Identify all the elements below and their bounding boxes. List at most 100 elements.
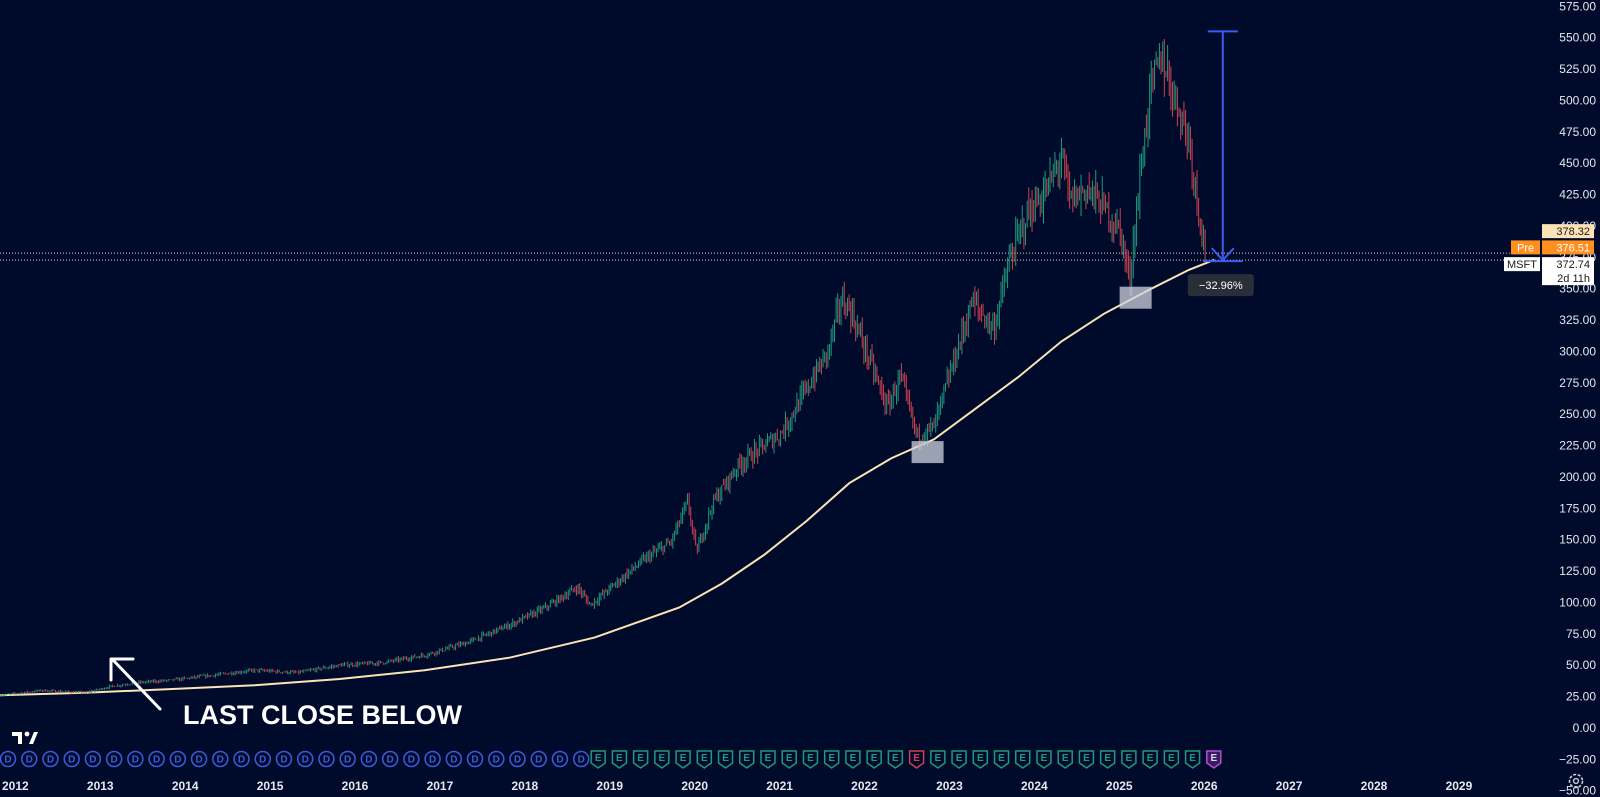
settings-gear-icon[interactable] [1566,771,1586,791]
dividend-marker[interactable] [105,750,123,768]
dividend-marker[interactable] [360,750,378,768]
dividend-marker[interactable] [20,750,38,768]
earnings-marker[interactable] [823,750,840,769]
dividend-marker[interactable] [509,750,526,768]
earnings-marker[interactable] [887,750,904,769]
y-tick-label: 50.00 [1566,658,1596,672]
earnings-marker[interactable] [1142,750,1158,769]
earnings-marker[interactable] [611,750,628,769]
highlight-boxes [911,286,1152,464]
dividend-marker-label: D [471,755,478,766]
earnings-marker[interactable] [1099,750,1116,769]
earnings-marker-label: E [1189,753,1196,764]
moving-average-layer [0,258,1215,697]
earnings-marker[interactable] [675,750,691,769]
earnings-marker[interactable] [908,750,925,769]
dividend-marker[interactable] [42,750,59,768]
dividend-marker[interactable] [169,750,187,768]
earnings-marker[interactable] [1184,750,1201,769]
dividend-marker[interactable] [551,750,569,768]
earnings-marker[interactable] [1015,750,1031,769]
dividend-marker[interactable] [63,750,80,768]
dividend-marker[interactable] [148,750,165,768]
x-tick-label: 2025 [1106,779,1133,793]
x-tick-label: 2024 [1021,779,1048,793]
y-axis[interactable]: 575.00 550.00 525.00 500.00 475.00 450.00 425.… [1559,0,1596,797]
earnings-marker[interactable] [781,750,797,769]
dividend-marker-label: D [68,755,75,766]
moving-average-line [0,258,1215,697]
earnings-marker[interactable] [696,750,713,769]
dividend-marker-label: D [578,755,585,766]
dividend-marker[interactable] [296,750,314,768]
earnings-marker-label: E [786,753,793,764]
y-tick-label: 500.00 [1559,93,1596,107]
earnings-marker[interactable] [930,750,946,769]
dividend-marker-label: D [195,755,202,766]
earnings-marker[interactable] [1057,750,1073,769]
earnings-marker[interactable] [866,750,882,769]
dividend-marker[interactable] [254,750,271,768]
earnings-marker[interactable] [1036,750,1052,769]
dividend-marker[interactable] [127,750,144,768]
earnings-marker-label: E [1104,753,1111,764]
measure-tool[interactable]: −32.96% [1187,30,1254,297]
earnings-marker[interactable] [845,750,861,769]
earnings-marker-label: E [701,753,708,764]
y-tick-label: 200.00 [1559,470,1596,484]
earnings-marker[interactable] [632,750,649,769]
dividend-marker[interactable] [190,750,208,768]
earnings-marker-label: E [1041,753,1048,764]
earnings-marker[interactable] [590,750,606,769]
price-tag [1542,240,1594,255]
dividend-marker[interactable] [445,750,463,768]
x-tick-label: 2012 [2,779,29,793]
earnings-marker[interactable] [951,750,967,769]
earnings-marker-label: E [1062,753,1069,764]
annotation-text: LAST CLOSE BELOW [183,700,463,730]
dividend-marker[interactable] [84,750,102,768]
dividend-marker[interactable] [339,750,356,768]
earnings-marker[interactable] [717,750,734,769]
earnings-marker[interactable] [760,750,776,769]
earnings-marker[interactable] [1078,750,1095,769]
dividend-marker-label: D [132,755,139,766]
y-tick-label: 150.00 [1559,533,1596,547]
current-price-lines [0,252,1520,261]
earnings-marker-label: E [765,753,772,764]
dividend-marker[interactable] [212,750,229,768]
earnings-marker[interactable] [1121,750,1137,769]
earnings-marker[interactable] [972,750,989,769]
y-tick-label: 100.00 [1559,595,1596,609]
dividend-marker[interactable] [0,750,17,768]
dividend-marker[interactable] [403,750,420,768]
dividend-marker[interactable] [318,750,335,768]
dividend-marker-label: D [280,755,287,766]
dividend-marker[interactable] [381,750,399,768]
earnings-marker[interactable] [993,750,1010,769]
earnings-marker-label: E [934,753,941,764]
dividend-marker[interactable] [466,750,484,768]
dividend-marker-label: D [302,755,309,766]
earnings-marker[interactable] [1206,750,1222,769]
earnings-marker-label: E [595,753,602,764]
y-tick-label: −25.00 [1559,752,1596,766]
earnings-marker[interactable] [739,750,755,769]
dividend-marker[interactable] [530,750,547,768]
x-axis[interactable]: 2012 2013 2014 2015 2016 2017 2018 2019 2020 2021… [2,779,1473,793]
earnings-marker[interactable] [1163,750,1180,769]
earnings-marker[interactable] [654,750,670,769]
dividend-marker[interactable] [233,750,250,768]
dividend-marker[interactable] [488,750,505,768]
dividend-marker[interactable] [275,750,293,768]
earnings-marker[interactable] [802,750,819,769]
dividend-marker[interactable] [572,750,590,768]
earnings-marker-label: E [807,753,814,764]
earnings-marker-label: E [998,753,1005,764]
dividend-marker[interactable] [424,750,441,768]
earnings-marker-label: E [1210,753,1217,764]
price-tag [1542,224,1594,239]
dividend-marker-label: D [238,755,245,766]
